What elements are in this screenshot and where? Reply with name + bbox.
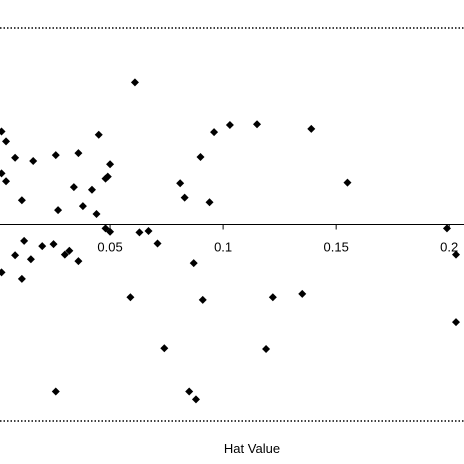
data-point [60, 250, 69, 259]
data-point [452, 318, 460, 327]
data-point [185, 387, 194, 396]
data-point [144, 227, 153, 236]
data-point [298, 289, 307, 298]
data-point [69, 183, 78, 192]
data-point [51, 387, 60, 396]
data-point [29, 156, 38, 165]
data-point [2, 137, 11, 146]
x-axis-title: Hat Value [224, 441, 280, 456]
data-point [176, 179, 185, 188]
data-point [94, 130, 103, 139]
data-point [2, 177, 11, 186]
data-point [135, 228, 144, 237]
data-point [160, 344, 169, 353]
data-point [51, 151, 60, 160]
data-point [26, 255, 35, 264]
data-point [189, 259, 198, 268]
data-point [65, 246, 74, 255]
data-point [54, 206, 63, 215]
data-point [0, 127, 6, 136]
data-point [191, 395, 200, 404]
data-point [442, 224, 451, 233]
data-point [106, 227, 115, 236]
data-point [210, 128, 219, 137]
data-point [153, 239, 162, 248]
x-tick-label: 0.05 [97, 240, 122, 255]
data-point [126, 293, 135, 302]
data-point [17, 274, 26, 283]
data-point [180, 193, 189, 202]
data-point [11, 251, 20, 260]
data-point [103, 172, 112, 181]
data-point [92, 210, 101, 219]
data-point [78, 202, 87, 211]
data-point [268, 293, 277, 302]
x-axis-ticks: 0.05 0.1 0.15 0.2 [97, 224, 458, 255]
data-point [38, 242, 47, 251]
x-tick-label: 0.1 [214, 240, 232, 255]
data-points [0, 78, 460, 404]
data-point [196, 153, 205, 162]
data-point [130, 78, 139, 87]
x-tick-label: 0.15 [324, 240, 349, 255]
data-point [452, 250, 460, 259]
data-point [17, 196, 26, 205]
data-point [307, 124, 316, 133]
data-point [225, 120, 234, 129]
data-point [106, 160, 115, 169]
data-point [253, 120, 262, 129]
data-point [0, 169, 6, 178]
data-point [198, 295, 207, 304]
data-point [343, 178, 352, 187]
data-point [49, 240, 58, 249]
data-point [0, 268, 6, 277]
data-point [262, 344, 271, 353]
data-point [74, 149, 83, 158]
data-point [74, 257, 83, 266]
data-point [205, 198, 214, 207]
data-point [20, 236, 29, 245]
data-point [11, 153, 20, 162]
x-tick-label: 0.2 [440, 240, 458, 255]
data-point [87, 185, 96, 194]
